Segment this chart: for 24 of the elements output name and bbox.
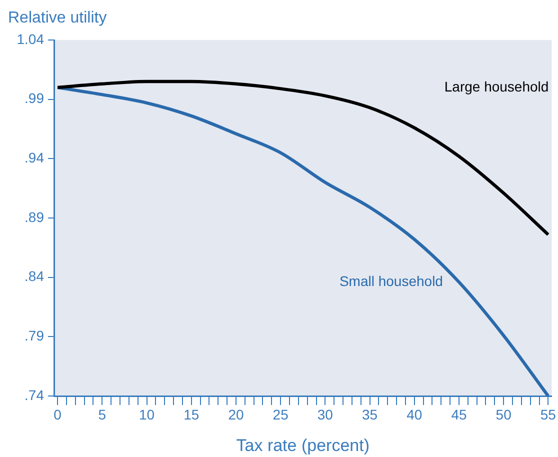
y-tick-label: .94	[24, 150, 44, 166]
x-tick-label: 15	[184, 406, 200, 422]
y-tick-label: .74	[24, 386, 44, 403]
x-tick-label: 50	[496, 406, 512, 422]
x-tick-label: 10	[138, 406, 155, 422]
line-series	[56, 80, 550, 236]
text: Large household	[444, 78, 549, 95]
y-tick-label: .89	[24, 208, 44, 225]
x-tick-label: 55	[540, 406, 556, 422]
series-label: Small household	[339, 272, 443, 289]
x-tick-label: 0	[54, 406, 62, 422]
y-tick-label: .79	[24, 328, 44, 344]
x-tick-label: 40	[406, 406, 422, 422]
x-tick-label: 35	[362, 406, 378, 422]
y-axis-title: Relative utility	[8, 9, 107, 26]
x-tick-label: 30	[317, 406, 334, 422]
y-tick-label: 1.04	[16, 30, 44, 47]
y-tick-label: .84	[24, 268, 44, 284]
x-axis-title: Tax rate (percent)	[236, 436, 370, 456]
y-tick-label: .99	[24, 90, 44, 106]
x-tick-label: 25	[272, 406, 289, 422]
x-tick-label: 5	[98, 406, 106, 422]
x-tick-label: 20	[228, 406, 244, 422]
x-tick-label: 45	[451, 406, 467, 422]
